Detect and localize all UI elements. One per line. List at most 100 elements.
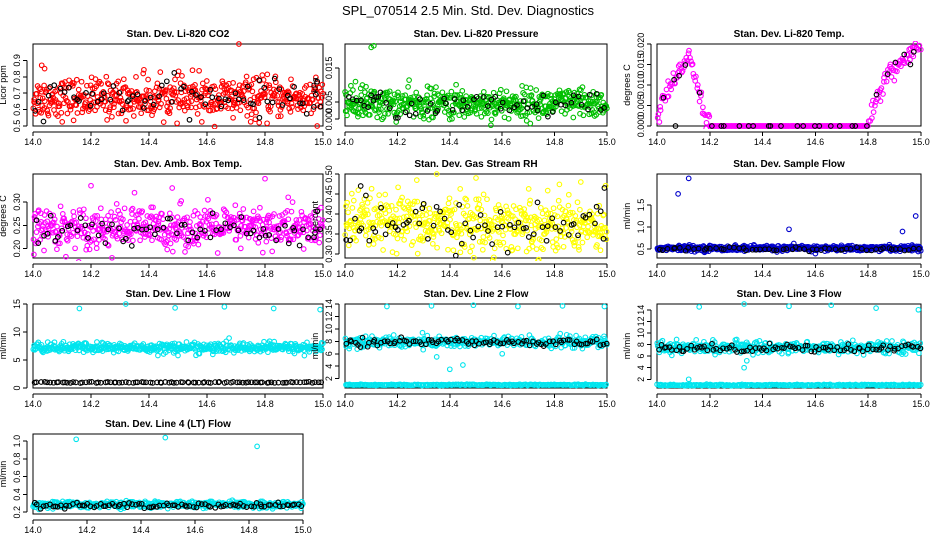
data-point	[91, 236, 97, 243]
data-point	[128, 231, 134, 237]
data-point	[395, 227, 401, 233]
data-point	[305, 234, 312, 241]
data-point	[529, 104, 536, 110]
data-point	[568, 99, 575, 106]
data-point	[353, 237, 359, 244]
data-point	[917, 46, 924, 53]
data-point	[61, 89, 68, 95]
data-point	[177, 200, 183, 207]
data-point	[94, 103, 100, 110]
data-point	[314, 78, 321, 85]
data-point	[158, 82, 165, 89]
data-point	[346, 345, 353, 352]
data-point	[527, 120, 534, 127]
data-point	[67, 222, 74, 229]
x-tick-label: 14.4	[140, 399, 158, 409]
data-point	[239, 93, 246, 100]
data-point	[579, 239, 586, 246]
data-point	[174, 214, 181, 220]
data-point	[858, 245, 865, 252]
data-point	[593, 111, 600, 118]
data-point	[478, 113, 485, 120]
data-point	[307, 81, 313, 88]
data-point	[741, 242, 747, 249]
data-point	[92, 218, 99, 224]
data-point	[344, 112, 350, 119]
data-point	[873, 91, 880, 98]
data-point	[480, 94, 487, 100]
data-point	[525, 234, 532, 240]
data-point	[119, 107, 126, 114]
x-tick-label: 15.0	[314, 137, 332, 147]
data-point	[434, 244, 440, 251]
data-point	[262, 175, 268, 182]
data-point	[283, 89, 290, 96]
data-point	[801, 246, 808, 252]
data-point	[456, 338, 462, 344]
data-point	[146, 232, 152, 239]
data-point	[907, 61, 914, 68]
data-point	[271, 75, 278, 82]
data-point	[381, 338, 388, 345]
data-point	[180, 234, 187, 240]
data-point	[41, 82, 47, 89]
data-point	[119, 379, 125, 386]
data-point	[420, 237, 426, 244]
data-point	[147, 214, 153, 221]
data-point	[370, 241, 377, 247]
data-point	[515, 219, 522, 226]
data-point	[111, 101, 117, 107]
data-point	[228, 93, 235, 100]
data-point	[172, 305, 178, 311]
panel-title: Stan. Dev. Li-820 Pressure	[414, 29, 539, 40]
data-point	[83, 215, 89, 222]
data-point	[390, 101, 397, 108]
data-point	[35, 240, 42, 246]
data-point	[288, 100, 295, 107]
data-point	[429, 339, 436, 346]
data-point	[46, 85, 52, 92]
data-point	[378, 235, 385, 242]
data-point	[569, 269, 574, 274]
data-point	[309, 379, 316, 386]
data-point	[244, 83, 251, 90]
data-point	[488, 122, 494, 129]
data-point	[555, 197, 562, 204]
data-point	[417, 96, 423, 102]
data-point	[230, 114, 236, 121]
data-point	[118, 98, 125, 104]
data-point	[575, 93, 582, 100]
data-point	[458, 240, 465, 247]
data-point	[529, 243, 536, 250]
data-point	[492, 109, 499, 116]
data-point	[131, 225, 137, 232]
data-point	[213, 220, 219, 227]
data-point	[574, 199, 581, 206]
data-point	[901, 51, 908, 58]
data-point	[137, 104, 144, 111]
data-point	[377, 201, 384, 207]
data-point	[226, 335, 232, 341]
data-point	[64, 237, 71, 244]
data-point	[40, 118, 47, 125]
y-tick-label: 0.000	[636, 115, 646, 138]
data-point	[399, 194, 405, 201]
data-point	[345, 209, 351, 216]
data-point	[199, 86, 205, 93]
data-point	[256, 77, 263, 83]
data-point	[73, 76, 80, 83]
points-layer	[342, 171, 610, 274]
data-point	[55, 234, 61, 240]
data-point	[847, 246, 854, 252]
data-point	[575, 234, 582, 241]
data-point	[709, 123, 715, 129]
data-point	[673, 336, 680, 343]
data-point	[197, 214, 204, 220]
data-point	[275, 226, 282, 232]
data-point	[155, 218, 162, 225]
data-point	[133, 89, 140, 95]
data-point	[533, 87, 540, 93]
data-point	[119, 101, 126, 107]
data-point	[89, 221, 95, 228]
